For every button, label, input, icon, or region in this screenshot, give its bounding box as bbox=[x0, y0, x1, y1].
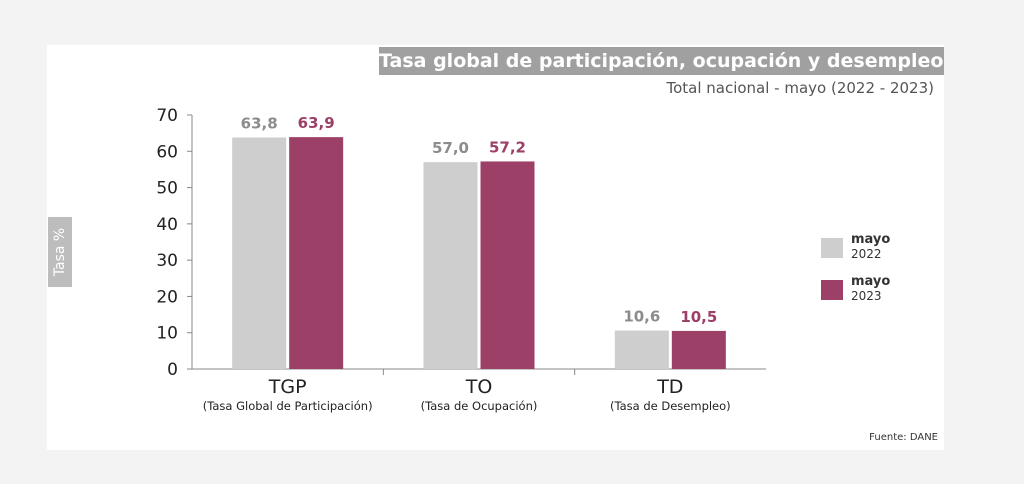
y-axis-label: Tasa % bbox=[48, 217, 72, 287]
source-note: Fuente: DANE bbox=[869, 432, 938, 443]
bar-td-2023 bbox=[671, 330, 726, 369]
bar-td-2022 bbox=[614, 330, 669, 369]
x-category-label: TD bbox=[656, 376, 683, 398]
legend-label-2023: mayo 2023 bbox=[851, 274, 891, 304]
chart-subtitle: Total nacional - mayo (2022 - 2023) bbox=[666, 79, 934, 97]
bar-to-2022 bbox=[423, 162, 478, 369]
y-tick-label: 30 bbox=[156, 251, 178, 271]
bar-tgp-2022 bbox=[232, 137, 287, 369]
y-tick-label: 60 bbox=[156, 142, 178, 162]
y-tick-label: 70 bbox=[156, 106, 178, 126]
data-label: 10,5 bbox=[680, 308, 717, 326]
y-tick-label: 0 bbox=[167, 360, 178, 380]
legend-name-2023: mayo bbox=[851, 274, 891, 289]
y-tick-label: 40 bbox=[156, 215, 178, 235]
x-category-label: TGP bbox=[268, 376, 307, 398]
chart-title: Tasa global de participación, ocupación … bbox=[379, 47, 944, 75]
x-category-description: (Tasa de Desempleo) bbox=[610, 399, 731, 413]
bar-tgp-2023 bbox=[289, 137, 344, 369]
data-label: 57,2 bbox=[489, 138, 526, 156]
data-label: 63,8 bbox=[241, 114, 278, 132]
data-label: 10,6 bbox=[623, 308, 660, 326]
x-category-label: TO bbox=[465, 376, 493, 398]
x-category-description: (Tasa Global de Participación) bbox=[203, 399, 373, 413]
y-tick-label: 20 bbox=[156, 287, 178, 307]
legend-label-2022: mayo 2022 bbox=[851, 232, 891, 262]
legend-year-2022: 2022 bbox=[851, 247, 882, 261]
legend-year-2023: 2023 bbox=[851, 289, 882, 303]
legend-swatch-2022 bbox=[821, 238, 843, 258]
x-category-description: (Tasa de Ocupación) bbox=[421, 399, 538, 413]
legend-name-2022: mayo bbox=[851, 232, 891, 247]
data-label: 57,0 bbox=[432, 139, 469, 157]
data-label: 63,9 bbox=[298, 114, 335, 132]
y-tick-label: 50 bbox=[156, 179, 178, 199]
y-tick-label: 10 bbox=[156, 324, 178, 344]
bar-to-2023 bbox=[480, 161, 535, 369]
legend-swatch-2023 bbox=[821, 280, 843, 300]
